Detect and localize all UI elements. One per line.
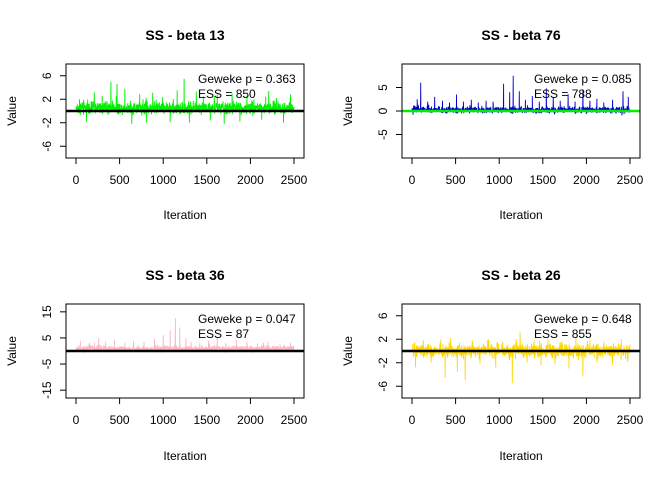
x-tick-label: 1000	[486, 413, 513, 427]
x-tick-label: 1000	[150, 173, 177, 187]
trace-line	[411, 332, 631, 384]
chart-title: SS - beta 36	[145, 267, 225, 283]
chart-title: SS - beta 76	[481, 27, 561, 43]
x-tick-label: 2500	[617, 413, 644, 427]
x-tick-label: 2500	[281, 173, 308, 187]
y-tick-label: 6	[40, 72, 54, 79]
x-tick-label: 500	[110, 413, 130, 427]
y-tick-label: 15	[40, 305, 54, 319]
x-axis-label: Iteration	[499, 208, 542, 222]
y-axis-label: Value	[5, 336, 19, 366]
y-tick-label: 2	[376, 336, 390, 343]
x-tick-label: 2000	[573, 173, 600, 187]
x-tick-label: 2500	[281, 413, 308, 427]
x-tick-label: 1500	[193, 413, 220, 427]
x-tick-label: 0	[73, 173, 80, 187]
y-axis-label: Value	[341, 96, 355, 126]
y-tick-label: -6	[376, 381, 390, 392]
x-tick-label: 0	[73, 413, 80, 427]
y-tick-label: 5	[40, 334, 54, 341]
chart-panel-2: SS - beta 76 0 500 1000 1500 2000 2500 -5 0 5 Iter…	[341, 27, 644, 222]
x-tick-label: 1000	[150, 413, 177, 427]
y-axis-label: Value	[341, 336, 355, 366]
geweke-annotation: Geweke p = 0.047	[198, 312, 296, 326]
chart-panel-1: SS - beta 13 0 500 1000 1500 2000 2500 -6 -2 2 6 It…	[5, 27, 308, 222]
chart-title: SS - beta 13	[145, 27, 225, 43]
chart-panel-4: SS - beta 26 0 500 1000 1500 2000 2500 -6 -2 2 6 It…	[341, 267, 644, 463]
geweke-annotation: Geweke p = 0.363	[198, 72, 296, 86]
x-tick-label: 500	[110, 173, 130, 187]
x-tick-label: 2000	[237, 173, 264, 187]
x-tick-label: 0	[409, 413, 416, 427]
x-tick-label: 500	[446, 413, 466, 427]
ess-annotation: ESS = 87	[198, 327, 249, 341]
x-tick-label: 500	[446, 173, 466, 187]
x-axis-label: Iteration	[163, 449, 206, 463]
ess-annotation: ESS = 788	[534, 87, 592, 101]
y-tick-label: -6	[40, 141, 54, 152]
x-tick-label: 2000	[573, 413, 600, 427]
geweke-annotation: Geweke p = 0.648	[534, 312, 632, 326]
x-tick-label: 1000	[486, 173, 513, 187]
y-tick-label: 6	[376, 312, 390, 319]
trace-line	[75, 318, 295, 354]
y-tick-label: 0	[376, 107, 390, 114]
y-tick-label: -15	[40, 381, 54, 399]
x-axis-label: Iteration	[163, 208, 206, 222]
y-tick-label: -5	[40, 358, 54, 369]
chart-title: SS - beta 26	[481, 267, 561, 283]
geweke-annotation: Geweke p = 0.085	[534, 72, 632, 86]
x-tick-label: 1500	[529, 413, 556, 427]
y-axis-label: Value	[5, 96, 19, 126]
x-axis-label: Iteration	[499, 449, 542, 463]
x-tick-label: 1500	[193, 173, 220, 187]
y-tick-label: -5	[376, 129, 390, 140]
y-tick-label: -2	[376, 357, 390, 368]
y-tick-label: -2	[40, 117, 54, 128]
x-tick-label: 0	[409, 173, 416, 187]
x-tick-label: 2500	[617, 173, 644, 187]
x-tick-label: 1500	[529, 173, 556, 187]
ess-annotation: ESS = 850	[198, 87, 256, 101]
chart-panel-3: SS - beta 36 0 500 1000 1500 2000 2500 -15 -5 5 15…	[5, 267, 308, 463]
x-tick-label: 2000	[237, 413, 264, 427]
y-tick-label: 5	[376, 84, 390, 91]
ess-annotation: ESS = 855	[534, 327, 592, 341]
y-tick-label: 2	[40, 96, 54, 103]
trace-line	[75, 78, 295, 124]
